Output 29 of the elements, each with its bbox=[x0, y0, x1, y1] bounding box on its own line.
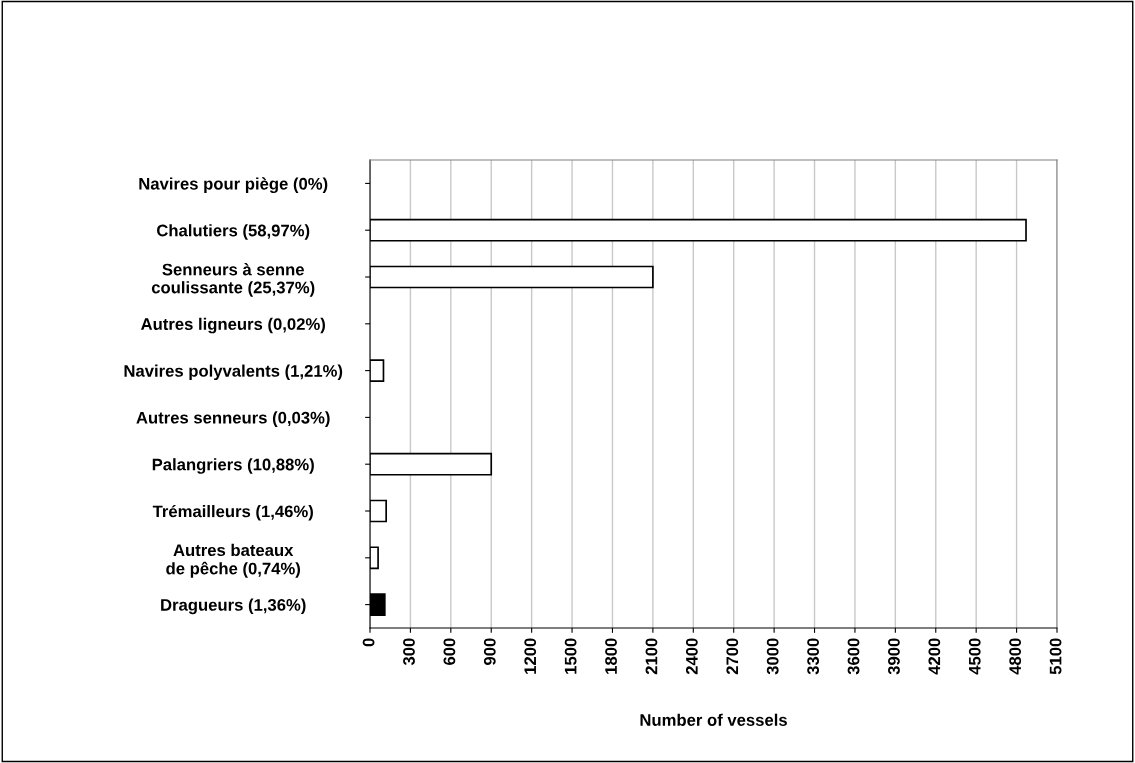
y-tick-label: Trémailleurs (1,46%) bbox=[152, 504, 313, 521]
x-tick-label: 1200 bbox=[524, 638, 537, 674]
x-tick-label: 3300 bbox=[807, 638, 820, 675]
x-axis-title: Number of vessels bbox=[640, 713, 787, 726]
x-tick-label: 0 bbox=[362, 638, 375, 647]
x-tick-label: 3900 bbox=[888, 638, 900, 675]
y-tick-label: Chalutiers (58,97%) bbox=[157, 224, 310, 240]
y-tick-label: Senneurs à senne coulissante (25,37%) bbox=[151, 263, 315, 297]
y-tick-label: Autres ligneurs (0,02%) bbox=[141, 317, 325, 334]
x-tick-label: 2100 bbox=[645, 638, 658, 675]
x-tick-label: 5100 bbox=[1049, 638, 1062, 675]
y-tick-label: Autres bateaux de pêche (0,74%) bbox=[166, 543, 300, 578]
x-tick-label: 4500 bbox=[968, 638, 981, 675]
x-tick-label: 1500 bbox=[564, 638, 577, 674]
y-tick-label: Navires pour piège (0%) bbox=[139, 177, 328, 194]
y-tick-label: Navires polyvalents (1,21%) bbox=[124, 364, 343, 381]
x-tick-label: 3600 bbox=[847, 638, 860, 675]
x-tick-label: 900 bbox=[483, 638, 496, 665]
x-tick-label: 2700 bbox=[726, 638, 739, 675]
x-tick-label: 4200 bbox=[928, 638, 941, 675]
y-tick-label: Dragueurs (1,36%) bbox=[161, 598, 306, 615]
y-tick-label: Palangriers (10,88%) bbox=[152, 458, 314, 474]
x-tick-label: 3000 bbox=[766, 638, 779, 675]
x-tick-label: 2400 bbox=[685, 638, 698, 675]
x-tick-label: 4800 bbox=[1009, 638, 1022, 675]
x-tick-label: 600 bbox=[443, 638, 456, 665]
x-tick-label: 1800 bbox=[605, 638, 617, 674]
x-tick-label: 300 bbox=[403, 638, 415, 666]
y-tick-label: Autres senneurs (0,03%) bbox=[136, 411, 330, 427]
